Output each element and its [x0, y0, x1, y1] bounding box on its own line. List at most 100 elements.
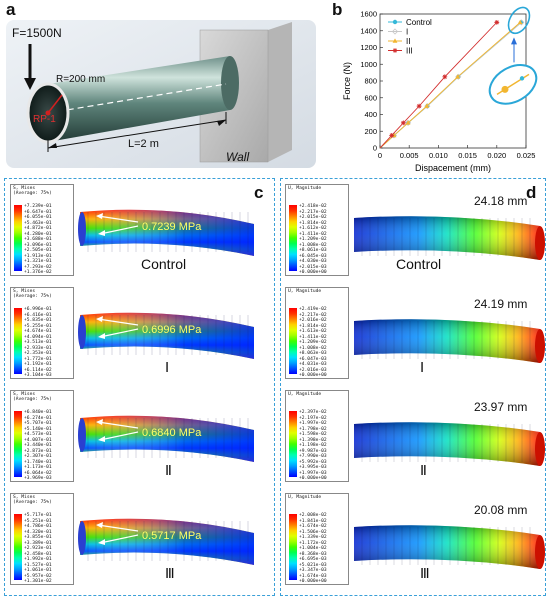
tube-shade: [354, 525, 540, 569]
x-axis-label: Dispacement (mm): [415, 163, 491, 173]
legend-title: (Average: 75%): [13, 397, 52, 403]
max-stress-value: 0.6840 MPa: [142, 427, 202, 439]
y-tick-label: 1400: [360, 26, 377, 35]
legend-title: (Average: 75%): [13, 191, 52, 197]
data-point: [424, 103, 430, 108]
legend-value: +7.990e-03: [299, 454, 327, 459]
legend-value: +2.008e-02: [299, 513, 327, 518]
data-point: [404, 119, 412, 126]
legend-title: (Average: 75%): [13, 294, 52, 300]
data-point: [442, 74, 448, 80]
contour-legend: U, Magnitude +2.008e-02 +1.841e-02 +1.674e-…: [285, 493, 349, 585]
legend-value: +1.613e-02: [299, 329, 327, 334]
data-point: [424, 103, 431, 110]
legend-value: +7.239e-01: [24, 204, 52, 209]
y-tick-label: 1000: [360, 60, 377, 69]
case-label: Control: [141, 256, 187, 272]
max-displacement-value: 20.08 mm: [474, 503, 528, 517]
pointer-arrow: [97, 524, 139, 532]
contour-legend: U, Magnitude +2.397e-02 +2.197e-02 +1.997e-…: [285, 390, 349, 482]
tube-shade: [80, 415, 254, 462]
legend-value: +1.339e-02: [299, 535, 327, 540]
legend-value: +1.772e-01: [24, 356, 52, 362]
legend-value: +1.008e-02: [299, 242, 327, 248]
tube-end: [78, 521, 86, 555]
legend-value: +1.527e-01: [24, 562, 52, 568]
tube-shade: [80, 312, 254, 359]
pointer-arrow: [99, 431, 139, 441]
legend-label: III: [406, 47, 413, 56]
legend-value: +5.021e-03: [299, 562, 327, 568]
legend-value: +7.293e-02: [24, 264, 52, 270]
legend-value: +3.513e-01: [24, 340, 52, 345]
legend-value: +4.872e-01: [24, 226, 52, 231]
pointer-arrow: [99, 534, 139, 544]
legend-value: +1.798e-02: [299, 426, 327, 432]
x-tick-label: 0.025: [517, 151, 536, 160]
legend-value: +1.209e-02: [299, 237, 327, 242]
legend-value: +5.957e-02: [24, 573, 52, 579]
data-point: [392, 38, 398, 43]
tube-shade: [80, 518, 254, 565]
x-tick-label: 0.015: [458, 151, 477, 160]
legend-value: +2.197e-02: [299, 415, 327, 421]
y-axis-label: Force (N): [342, 62, 352, 100]
wall-label: Wall: [226, 150, 250, 164]
legend-label: Control: [406, 18, 432, 27]
panel-a: a: [0, 0, 320, 172]
legend-value: +1.814e-02: [299, 323, 327, 329]
tube-end: [78, 315, 86, 349]
stress-contour-tube: [78, 312, 254, 359]
zoom-arrowhead: [510, 37, 517, 45]
max-stress-value: 0.6996 MPa: [142, 324, 202, 336]
legend-value: +6.274e-01: [24, 415, 52, 421]
pointer-arrowhead: [98, 230, 105, 236]
tube-end: [78, 212, 86, 246]
legend-value: +1.321e-01: [24, 259, 52, 264]
data-point: [392, 48, 398, 53]
legend-value: +1.398e-02: [299, 437, 327, 443]
data-point: [389, 133, 395, 138]
pointer-arrowhead: [98, 333, 105, 339]
max-stress-value: 0.5717 MPa: [142, 530, 202, 542]
data-point: [391, 28, 399, 35]
legend-value: +8.061e-03: [299, 248, 327, 253]
legend-value: +0.000e+00: [299, 579, 327, 584]
legend-value: +2.933e-01: [24, 345, 52, 351]
legend-value: +1.411e-02: [299, 231, 327, 237]
tube-end: [535, 226, 545, 260]
legend-colorbar: [14, 411, 22, 477]
legend-value: +1.198e-02: [299, 443, 327, 448]
tube-shade: [354, 319, 540, 363]
pointer-arrowhead: [98, 436, 105, 442]
force-arrowhead: [24, 78, 36, 90]
legend-title: S, Mises: [13, 495, 36, 500]
legend-value: +1.598e-02: [299, 432, 327, 437]
series-line: [379, 22, 498, 149]
legend-value: +6.064e-02: [24, 470, 52, 476]
legend-title: U, Magnitude: [288, 392, 322, 397]
panel-c-letter: c: [254, 183, 264, 202]
legend-value: +6.840e-01: [24, 410, 52, 415]
x-tick-label: 0: [378, 151, 382, 160]
legend-title: S, Mises: [13, 392, 36, 397]
legend-value: +5.835e-01: [24, 318, 52, 323]
x-tick-label: 0.005: [400, 151, 419, 160]
legend-title: U, Magnitude: [288, 495, 322, 500]
cantilever-diagram: [6, 20, 316, 168]
contour-legend: S, Mises (Average: 75%) +6.840e-01 +6.274e-…: [10, 390, 74, 482]
tube-shade: [354, 422, 540, 466]
legend-title: S, Mises: [13, 289, 36, 294]
displacement-contour-tube: [354, 422, 545, 466]
legend-colorbar: [14, 205, 22, 271]
legend-value: +5.717e-01: [24, 513, 52, 518]
legend-value: +1.992e-01: [24, 557, 52, 562]
legend-label: II: [406, 37, 410, 46]
legend-value: +3.969e-03: [24, 476, 52, 481]
legend-colorbar: [289, 514, 297, 580]
legend-value: +4.320e-01: [24, 529, 52, 535]
max-displacement-value: 23.97 mm: [474, 400, 528, 414]
legend-value: +3.389e-01: [24, 540, 52, 546]
length-dimension: [47, 119, 227, 149]
legend-title: S, Mises: [13, 186, 36, 191]
